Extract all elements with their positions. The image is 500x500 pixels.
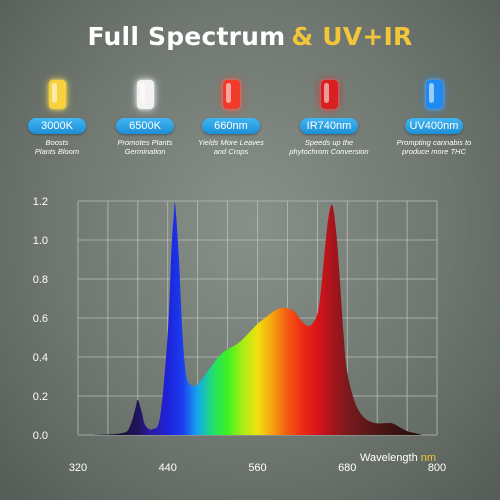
x-tick-label: 800 xyxy=(428,462,446,474)
x-tick-label: 440 xyxy=(159,462,177,474)
y-tick-label: 1.2 xyxy=(33,196,48,208)
led-red-icon xyxy=(222,80,240,109)
spectrum-area xyxy=(92,202,423,435)
led-label-badge: IR740nm xyxy=(300,118,358,134)
led-description: Yields More Leaves and Crops xyxy=(198,138,264,156)
x-axis-title: Wavelength xyxy=(360,452,418,464)
led-item-3000k: 3000K Boosts Plants Bloom xyxy=(9,80,105,156)
x-axis-label: Wavelength nm xyxy=(360,450,448,467)
led-item-ir740nm: IR740nm Speeds up the phytochrom Convers… xyxy=(281,80,377,156)
x-axis-unit: nm xyxy=(420,452,437,464)
title-accent: & UV+IR xyxy=(291,22,413,51)
y-tick-label: 0.8 xyxy=(33,274,48,286)
x-axis-ticks: 320 440 560 680 800 xyxy=(69,462,446,474)
led-label-badge: 6500K xyxy=(116,118,174,134)
y-tick-label: 0.6 xyxy=(33,313,48,325)
y-tick-label: 0.0 xyxy=(33,430,48,442)
led-description: Boosts Plants Bloom xyxy=(34,138,80,156)
page-title: Full Spectrum & UV+IR xyxy=(0,22,500,51)
led-label-badge: UV400nm xyxy=(405,118,463,134)
led-description: Promotes Plants Germination xyxy=(117,138,173,156)
x-tick-label: 320 xyxy=(69,462,87,474)
led-label-badge: 3000K xyxy=(28,118,86,134)
led-yellow-icon xyxy=(48,80,66,109)
x-tick-label: 560 xyxy=(248,462,266,474)
y-axis-ticks: 0.0 0.2 0.4 0.6 0.8 1.0 1.2 xyxy=(33,196,48,442)
led-white-icon xyxy=(136,80,154,109)
y-tick-label: 1.0 xyxy=(33,235,48,247)
led-item-uv400nm: UV400nm Prompting cannabis to produce mo… xyxy=(386,80,482,156)
led-deep-red-icon xyxy=(320,80,338,109)
led-item-660nm: 660nm Yields More Leaves and Crops xyxy=(183,80,279,156)
led-label-badge: 660nm xyxy=(202,118,260,134)
led-description: Speeds up the phytochrom Conversion xyxy=(289,138,369,156)
y-tick-label: 0.4 xyxy=(33,352,48,364)
y-tick-label: 0.2 xyxy=(33,391,48,403)
led-item-6500k: 6500K Promotes Plants Germination xyxy=(97,80,193,156)
led-description: Prompting cannabis to produce more THC xyxy=(396,138,472,156)
led-blue-icon xyxy=(425,80,443,109)
led-legend: 3000K Boosts Plants Bloom 6500K Promotes… xyxy=(0,80,500,170)
x-tick-label: 680 xyxy=(338,462,356,474)
title-main: Full Spectrum xyxy=(87,22,286,51)
